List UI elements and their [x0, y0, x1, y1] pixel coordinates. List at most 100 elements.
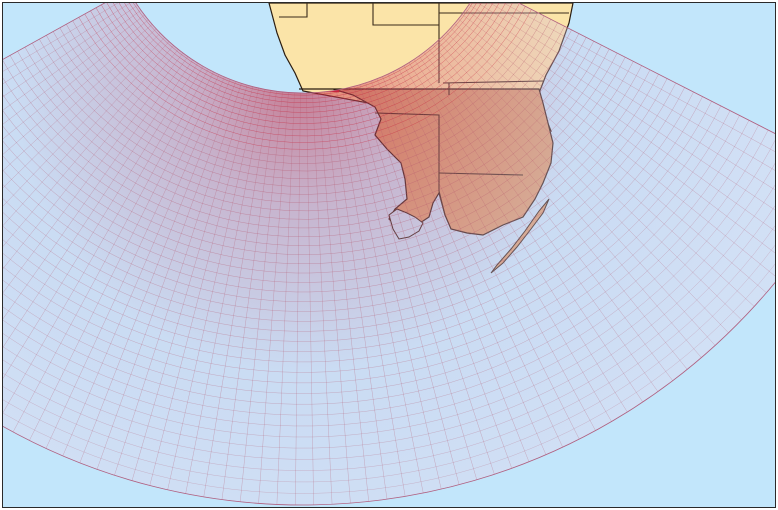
- mesh-spoke: [131, 84, 248, 481]
- mesh-spoke: [3, 59, 193, 404]
- mesh-spoke: [330, 91, 388, 500]
- mesh-spoke: [3, 41, 170, 348]
- mesh-spoke: [450, 27, 755, 307]
- mesh-ring: [3, 74, 659, 293]
- mesh-spoke: [29, 71, 214, 441]
- mesh-ring: [90, 3, 520, 137]
- mesh-spoke: [62, 76, 225, 456]
- mesh-spoke: [3, 14, 145, 267]
- map-canvas: [3, 3, 775, 507]
- mesh-ring: [106, 3, 504, 119]
- mesh-spoke: [167, 87, 259, 490]
- mesh-spoke: [371, 80, 512, 469]
- mesh-spoke: [382, 76, 547, 455]
- mesh-spoke: [324, 91, 369, 502]
- mesh-spoke: [221, 91, 277, 500]
- mesh-spoke: [149, 86, 254, 486]
- mesh-spoke: [3, 52, 184, 383]
- mesh-spoke: [258, 92, 289, 504]
- mesh-ring: [3, 134, 775, 427]
- mesh-ring: [125, 3, 484, 96]
- mesh-ring: [3, 105, 722, 363]
- mesh-spoke: [428, 48, 688, 370]
- mesh-spoke: [458, 18, 775, 279]
- mesh-spoke: [454, 23, 767, 293]
- mesh-spoke: [376, 78, 530, 462]
- mesh-spoke: [472, 3, 775, 220]
- mesh-spoke: [3, 63, 199, 414]
- mesh-spoke: [359, 84, 478, 480]
- mesh-ring: [3, 78, 668, 302]
- mesh-ring: [3, 139, 775, 438]
- mesh-spoke: [461, 14, 775, 265]
- mesh-spoke: [3, 5, 138, 237]
- mesh-spoke: [465, 9, 775, 250]
- mesh-ring: [110, 3, 499, 113]
- mesh-spoke: [96, 81, 236, 470]
- mesh-spoke: [347, 87, 442, 490]
- mesh-spoke: [3, 3, 135, 222]
- mesh-ring: [3, 57, 626, 255]
- mesh-spoke: [423, 52, 673, 381]
- mesh-ring: [95, 3, 515, 130]
- mesh-spoke: [393, 71, 580, 440]
- mesh-ring: [3, 160, 775, 483]
- mesh-ring: [3, 144, 775, 449]
- mesh-fan-fill: [3, 3, 775, 505]
- mesh-ring: [115, 3, 495, 108]
- mesh-spoke: [413, 59, 643, 403]
- mesh-spoke: [114, 83, 242, 476]
- mesh-ring: [3, 129, 769, 416]
- mesh-ring: [3, 101, 712, 352]
- mesh-spoke: [433, 44, 702, 358]
- mesh-spoke: [398, 68, 596, 431]
- mesh-spoke: [3, 3, 132, 206]
- mesh-spoke: [276, 92, 295, 505]
- mesh-spoke: [478, 3, 775, 188]
- mesh-ring: [3, 165, 775, 494]
- mesh-ring: [3, 155, 775, 471]
- mesh-ring: [3, 96, 703, 342]
- mesh-spoke: [3, 33, 161, 323]
- mesh-ring: [119, 3, 491, 103]
- mesh-ring: [3, 110, 731, 373]
- mesh-spoke: [3, 19, 149, 282]
- mesh-ring: [3, 125, 759, 405]
- mesh-spoke: [446, 32, 742, 320]
- mesh-ring: [3, 120, 750, 394]
- mesh-spoke: [12, 69, 209, 433]
- mesh-spoke: [3, 24, 153, 296]
- mesh-ring: [39, 29, 572, 195]
- mesh-outline: [3, 3, 775, 506]
- mesh-spoke: [3, 49, 179, 372]
- mesh-ring: [32, 33, 580, 203]
- mesh-spoke: [203, 90, 271, 497]
- mesh-spoke: [3, 45, 174, 360]
- mesh-spoke: [45, 74, 220, 449]
- mesh-ring: [3, 115, 740, 384]
- mesh-spoke: [79, 79, 231, 463]
- mesh-spoke: [468, 4, 775, 235]
- mesh-ring: [3, 61, 634, 265]
- mesh-spoke: [3, 37, 165, 336]
- mesh-spoke: [437, 40, 716, 346]
- mesh-spoke: [3, 56, 188, 394]
- mesh-spoke: [353, 86, 460, 485]
- mesh-spoke: [336, 90, 406, 497]
- mesh-spoke: [408, 62, 628, 413]
- mesh-ring: [3, 69, 651, 283]
- mesh-spoke: [312, 92, 333, 505]
- mesh-ring: [101, 3, 509, 124]
- mesh-spoke: [365, 82, 495, 475]
- mesh-spoke: [441, 36, 729, 333]
- boundary-line: [279, 3, 308, 18]
- mesh-spoke: [239, 91, 283, 502]
- mesh-spoke: [387, 74, 563, 448]
- mesh-ring: [3, 87, 685, 322]
- mesh-ring: [122, 3, 487, 99]
- mesh-spoke: [295, 92, 301, 505]
- mesh-spoke: [318, 92, 351, 504]
- model-grid-mesh: [3, 3, 775, 506]
- mesh-ring: [3, 65, 642, 274]
